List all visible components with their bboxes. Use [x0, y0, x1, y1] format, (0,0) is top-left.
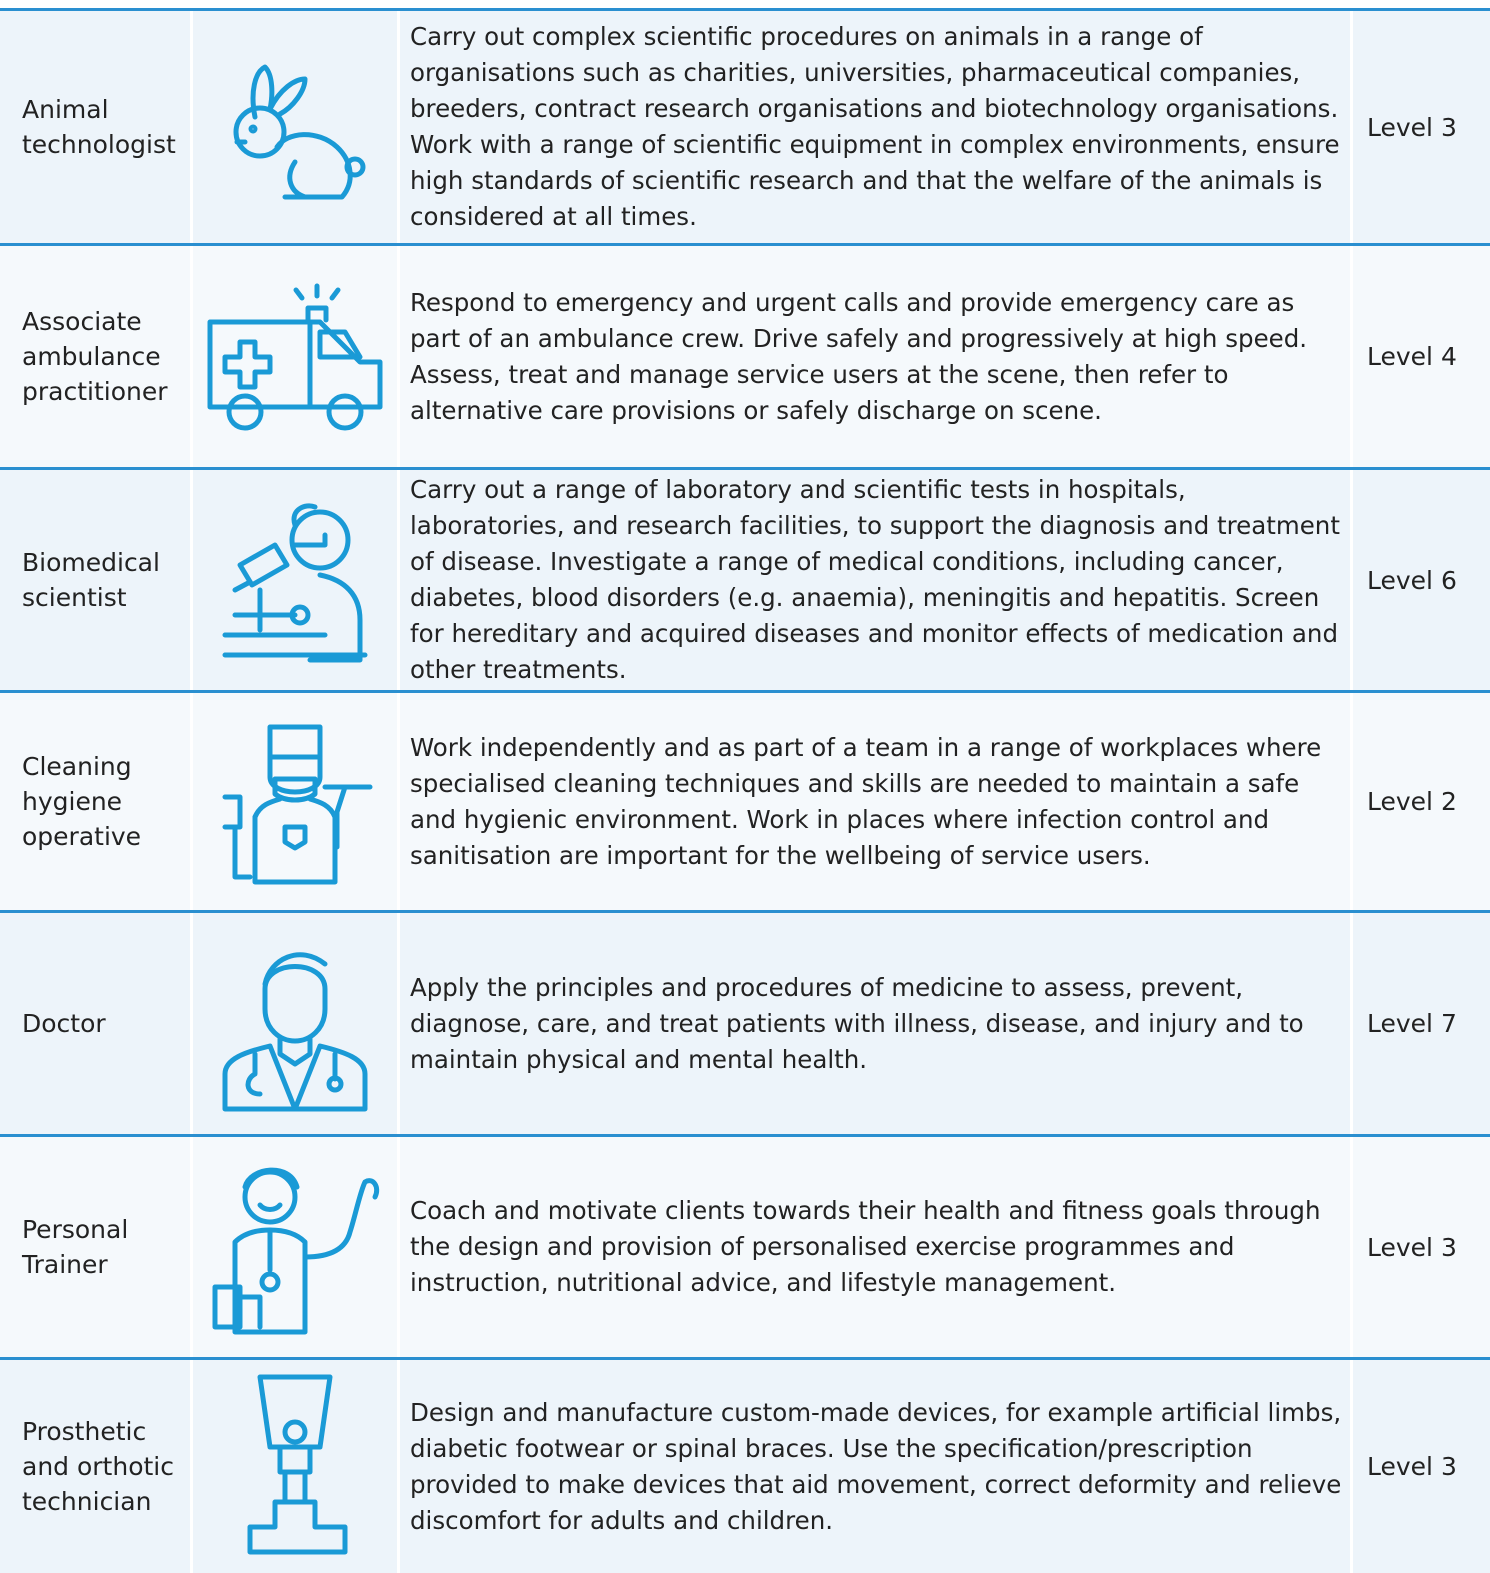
level: Level 3 [1367, 1452, 1457, 1481]
level: Level 3 [1367, 112, 1457, 142]
microscope-icon [222, 503, 368, 663]
job-title: Biomedical scientist [22, 548, 160, 612]
cell: Design and manufacture custom-made devic… [397, 1360, 1350, 1573]
job-title: Cleaning hygiene operative [22, 752, 142, 851]
job-title: Associate ambulance practitioner [22, 307, 168, 406]
cell: Level 3 [1350, 1137, 1490, 1357]
description: Coach and motivate clients towards their… [410, 1196, 1321, 1297]
job-title: Prosthetic and orthotic technician [22, 1417, 174, 1516]
cell: Level 6 [1350, 470, 1490, 690]
description: Respond to emergency and urgent calls an… [410, 287, 1308, 425]
trainer-icon [212, 1167, 380, 1335]
level: Level 7 [1367, 1009, 1457, 1038]
cell [190, 1360, 397, 1573]
table-row: Animal technologist Carry out complex sc… [0, 8, 1490, 243]
cell: Level 7 [1350, 913, 1490, 1134]
description: Carry out a range of laboratory and scie… [410, 475, 1340, 684]
table-row: Personal Trainer Coach and motivate clie… [0, 1134, 1490, 1357]
description: Design and manufacture custom-made devic… [410, 1397, 1342, 1535]
prosthetic-icon [247, 1374, 348, 1554]
cell [190, 470, 397, 690]
description: Work independently and as part of a team… [410, 732, 1322, 870]
cell: Doctor [0, 913, 190, 1134]
rabbit-icon [233, 64, 366, 200]
cell: Work independently and as part of a team… [397, 693, 1350, 910]
cell [190, 1137, 397, 1357]
cell: Animal technologist [0, 11, 190, 243]
ambulance-icon [207, 283, 383, 430]
cell: Carry out complex scientific procedures … [397, 11, 1350, 243]
cell: Prosthetic and orthotic technician [0, 1360, 190, 1573]
cell: Apply the principles and procedures of m… [397, 913, 1350, 1134]
level: Level 3 [1367, 1232, 1457, 1262]
cell [190, 693, 397, 910]
table: Animal technologist Carry out complex sc… [0, 8, 1490, 1573]
table-row: Cleaning hygiene operative Work independ… [0, 690, 1490, 910]
level: Level 6 [1367, 565, 1457, 595]
doctor-icon [222, 951, 368, 1111]
cell: Biomedical scientist [0, 470, 190, 690]
table-row: Associate ambulance practitioner Respond… [0, 243, 1490, 467]
level: Level 4 [1367, 342, 1457, 371]
cell: Carry out a range of laboratory and scie… [397, 470, 1350, 690]
cell: Personal Trainer [0, 1137, 190, 1357]
table-row: Biomedical scientist Carry out a range o… [0, 467, 1490, 690]
table-row: Doctor Apply the principles and procedur… [0, 910, 1490, 1134]
description: Apply the principles and procedures of m… [410, 972, 1304, 1074]
cell: Level 2 [1350, 693, 1490, 910]
job-title: Doctor [22, 1009, 106, 1038]
cell: Level 4 [1350, 246, 1490, 467]
level: Level 2 [1367, 787, 1457, 816]
job-title: Animal technologist [22, 95, 176, 159]
cell: Level 3 [1350, 1360, 1490, 1573]
cell: Associate ambulance practitioner [0, 246, 190, 467]
cell [190, 246, 397, 467]
table-row: Prosthetic and orthotic technician Desig… [0, 1357, 1490, 1573]
cell [190, 11, 397, 243]
description: Carry out complex scientific procedures … [410, 22, 1340, 231]
cell: Respond to emergency and urgent calls an… [397, 246, 1350, 467]
cell: Coach and motivate clients towards their… [397, 1137, 1350, 1357]
cell: Cleaning hygiene operative [0, 693, 190, 910]
job-title: Personal Trainer [22, 1215, 129, 1279]
cleaner-icon [222, 724, 373, 884]
cell [190, 913, 397, 1134]
cell: Level 3 [1350, 11, 1490, 243]
